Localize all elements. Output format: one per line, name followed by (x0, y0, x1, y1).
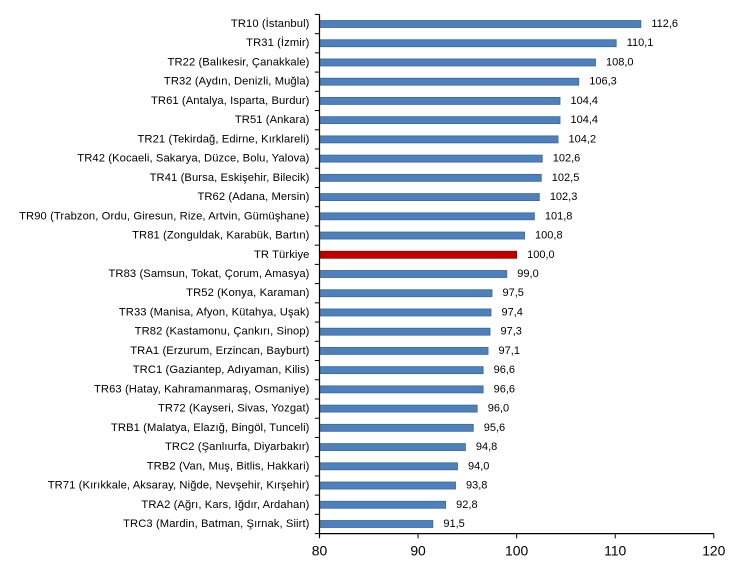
svg-text:TR31 (İzmir): TR31 (İzmir) (246, 36, 310, 49)
svg-text:TRA1 (Erzurum, Erzincan, Baybu: TRA1 (Erzurum, Erzincan, Bayburt) (130, 345, 309, 357)
svg-text:TR51 (Ankara): TR51 (Ankara) (235, 114, 310, 126)
svg-text:110,1: 110,1 (627, 37, 654, 49)
svg-text:101,8: 101,8 (545, 210, 573, 222)
svg-text:100: 100 (505, 542, 528, 558)
svg-text:TR90 (Trabzon, Ordu, Giresun,: TR90 (Trabzon, Ordu, Giresun, Rize, Artv… (19, 210, 310, 222)
svg-text:108,0: 108,0 (606, 56, 634, 68)
svg-text:TR32 (Aydın, Denizli, Muğla): TR32 (Aydın, Denizli, Muğla) (164, 76, 310, 88)
svg-text:97,4: 97,4 (502, 306, 523, 318)
svg-text:102,3: 102,3 (550, 191, 578, 203)
svg-text:TRC1 (Gaziantep, Adıyaman, Kil: TRC1 (Gaziantep, Adıyaman, Kilis) (133, 364, 310, 376)
svg-text:94,0: 94,0 (468, 460, 489, 472)
svg-text:80: 80 (312, 542, 328, 558)
svg-text:96,6: 96,6 (494, 383, 515, 395)
svg-text:TR71 (Kırıkkale, Aksaray, Niğd: TR71 (Kırıkkale, Aksaray, Niğde, Nevşehi… (48, 480, 310, 492)
svg-text:TR41 (Bursa, Eskişehir, Bileci: TR41 (Bursa, Eskişehir, Bilecik) (150, 172, 310, 184)
svg-text:TR72 (Kayseri, Sivas, Yozgat): TR72 (Kayseri, Sivas, Yozgat) (158, 403, 310, 415)
svg-text:96,0: 96,0 (488, 403, 509, 415)
svg-text:TRC3 (Mardin, Batman, Şırnak,: TRC3 (Mardin, Batman, Şırnak, Siirt) (123, 518, 310, 530)
svg-text:106,3: 106,3 (589, 76, 617, 88)
svg-text:TR52 (Konya, Karaman): TR52 (Konya, Karaman) (186, 287, 310, 299)
svg-text:97,1: 97,1 (499, 345, 520, 357)
svg-text:102,6: 102,6 (553, 153, 581, 165)
svg-text:99,0: 99,0 (517, 268, 538, 280)
svg-text:TRA2 (Ağrı, Kars, Iğdır, Ardah: TRA2 (Ağrı, Kars, Iğdır, Ardahan) (141, 499, 309, 511)
svg-text:100,8: 100,8 (535, 230, 563, 242)
svg-text:TR83 (Samsun, Tokat, Çorum, Am: TR83 (Samsun, Tokat, Çorum, Amasya) (108, 268, 309, 280)
svg-text:TR33 (Manisa, Afyon, Kütahya,: TR33 (Manisa, Afyon, Kütahya, Uşak) (119, 306, 310, 318)
svg-text:TR81 (Zonguldak, Karabük, Bart: TR81 (Zonguldak, Karabük, Bartın) (132, 230, 310, 242)
svg-text:110: 110 (604, 542, 626, 558)
svg-text:100,0: 100,0 (527, 249, 555, 261)
svg-text:96,6: 96,6 (494, 364, 515, 376)
svg-text:TR42 (Kocaeli, Sakarya, Düzce,: TR42 (Kocaeli, Sakarya, Düzce, Bolu, Yal… (77, 153, 309, 165)
svg-text:TR22 (Balıkesir, Çanakkale): TR22 (Balıkesir, Çanakkale) (168, 56, 310, 68)
svg-text:97,3: 97,3 (501, 326, 522, 338)
svg-text:104,4: 104,4 (571, 95, 599, 107)
svg-text:120: 120 (702, 542, 725, 558)
svg-text:TR63 (Hatay, Kahramanmaraş, Os: TR63 (Hatay, Kahramanmaraş, Osmaniye) (94, 383, 310, 395)
svg-text:TR Türkiye: TR Türkiye (254, 249, 310, 261)
svg-text:104,4: 104,4 (571, 114, 599, 126)
svg-text:112,6: 112,6 (651, 18, 678, 30)
svg-text:TR10 (İstanbul): TR10 (İstanbul) (231, 17, 310, 30)
svg-text:93,8: 93,8 (466, 480, 487, 492)
svg-text:TR61 (Antalya, Isparta, Burdur: TR61 (Antalya, Isparta, Burdur) (151, 95, 310, 107)
svg-text:TR62 (Adana, Mersin): TR62 (Adana, Mersin) (197, 191, 309, 203)
svg-text:TRC2 (Şanlıurfa, Diyarbakır): TRC2 (Şanlıurfa, Diyarbakır) (165, 441, 310, 453)
svg-text:104,2: 104,2 (569, 133, 597, 145)
svg-text:TR82 (Kastamonu, Çankırı, Sino: TR82 (Kastamonu, Çankırı, Sinop) (135, 326, 310, 338)
svg-text:92,8: 92,8 (456, 499, 477, 511)
svg-text:94,8: 94,8 (476, 441, 497, 453)
svg-text:90: 90 (410, 542, 426, 558)
svg-text:TRB2 (Van, Muş, Bitlis, Hakkar: TRB2 (Van, Muş, Bitlis, Hakkari) (147, 460, 310, 472)
svg-text:TRB1 (Malatya, Elazığ, Bingöl,: TRB1 (Malatya, Elazığ, Bingöl, Tunceli) (111, 422, 310, 434)
svg-text:97,5: 97,5 (503, 287, 524, 299)
svg-text:TR21 (Tekirdağ, Edirne, Kırkla: TR21 (Tekirdağ, Edirne, Kırklareli) (138, 133, 310, 145)
svg-text:91,5: 91,5 (443, 518, 464, 530)
svg-text:102,5: 102,5 (552, 172, 580, 184)
svg-text:95,6: 95,6 (484, 422, 505, 434)
